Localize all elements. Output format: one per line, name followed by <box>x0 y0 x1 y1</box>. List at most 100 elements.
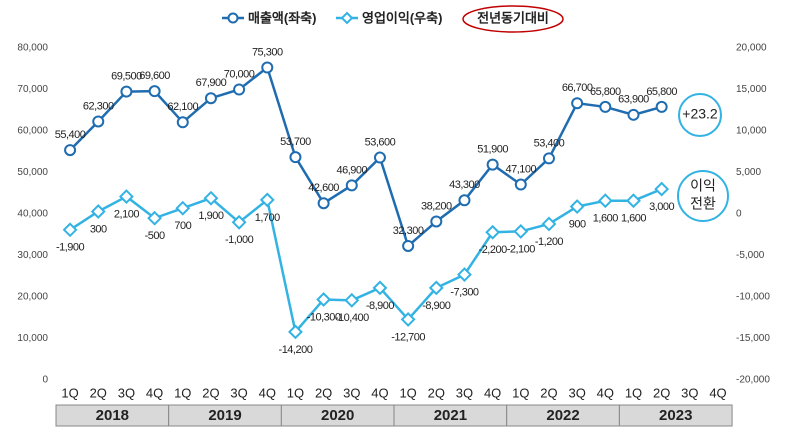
data-label: -500 <box>145 230 165 242</box>
point-marker <box>541 216 557 232</box>
series-line <box>69 65 662 249</box>
legend-note-outline <box>462 5 564 33</box>
point-marker <box>119 189 134 204</box>
point-marker <box>597 193 613 209</box>
y2-tick-label: -20,000 <box>736 375 770 386</box>
y-tick-label: 70,000 <box>17 84 48 95</box>
data-label: -14,200 <box>279 344 313 356</box>
data-label: -2,200 <box>479 244 508 256</box>
y2-tick-label: -15,000 <box>736 333 770 344</box>
x-tick-label: 2Q <box>540 385 557 400</box>
data-label: 42,600 <box>308 182 339 194</box>
point-marker <box>231 214 247 230</box>
year-label: 2021 <box>434 407 467 424</box>
point-marker <box>120 85 133 98</box>
data-label: 2,100 <box>114 208 139 220</box>
point-marker <box>569 199 585 214</box>
data-label: -8,900 <box>366 300 395 312</box>
point-marker <box>175 200 191 216</box>
point-marker <box>62 222 78 238</box>
data-label: 51,900 <box>477 144 508 156</box>
x-tick-label: 3Q <box>118 385 135 400</box>
data-label: 65,800 <box>590 86 621 98</box>
data-label: 62,100 <box>167 101 198 113</box>
data-label: 70,000 <box>224 68 255 80</box>
year-label: 2018 <box>96 407 129 424</box>
y2-tick-label: 20,000 <box>736 43 767 54</box>
point-marker <box>92 115 105 128</box>
data-label: 69,600 <box>139 70 170 82</box>
data-label: -7,300 <box>450 286 479 298</box>
data-label: 32,300 <box>393 225 424 237</box>
point-marker <box>147 210 163 226</box>
y2-tick-label: 5,000 <box>736 167 761 178</box>
year-label: 2020 <box>321 407 354 424</box>
y-tick-label: 30,000 <box>17 250 48 261</box>
x-tick-label: 1Q <box>399 385 416 400</box>
point-marker <box>289 151 302 164</box>
data-label: 63,900 <box>618 94 649 106</box>
legend-label: 매출액(좌축) <box>248 10 316 25</box>
data-label: 53,600 <box>365 136 396 148</box>
data-label: 3,000 <box>649 201 674 213</box>
point-marker <box>203 190 219 206</box>
data-label: 300 <box>90 223 107 235</box>
y2-tick-label: -10,000 <box>736 292 770 303</box>
point-marker <box>571 97 584 110</box>
badge-text: 전환 <box>690 196 716 212</box>
badge-circle <box>677 170 729 222</box>
x-tick-label: 1Q <box>512 385 529 400</box>
point-marker <box>430 215 443 228</box>
badge-circle <box>678 93 722 137</box>
x-tick-label: 2Q <box>315 385 332 400</box>
year-label: 2019 <box>208 407 241 424</box>
data-label: 43,300 <box>449 179 480 191</box>
point-marker <box>402 239 415 252</box>
data-label: 75,300 <box>252 46 283 58</box>
x-tick-label: 4Q <box>597 385 614 400</box>
point-marker <box>485 224 501 240</box>
point-marker <box>458 194 471 207</box>
x-tick-label: 2Q <box>90 385 107 400</box>
x-tick-label: 1Q <box>174 385 191 400</box>
point-marker <box>627 108 640 121</box>
legend-marker <box>227 12 239 24</box>
point-marker <box>64 144 77 157</box>
legend-note: 전년동기대비 <box>477 10 549 25</box>
point-marker <box>233 83 246 96</box>
point-marker <box>457 267 472 283</box>
x-tick-label: 1Q <box>625 385 642 400</box>
point-marker <box>654 181 670 197</box>
y2-tick-label: -5,000 <box>736 250 765 261</box>
data-label: 66,700 <box>562 82 593 94</box>
point-marker <box>176 116 189 129</box>
point-marker <box>204 92 217 105</box>
data-label: 700 <box>174 220 191 232</box>
point-marker <box>316 292 332 307</box>
data-label: 1,600 <box>593 213 618 225</box>
y-tick-label: 40,000 <box>17 209 48 220</box>
data-label: 67,900 <box>196 77 227 89</box>
x-tick-label: 4Q <box>484 385 501 400</box>
data-label: 69,500 <box>111 70 142 82</box>
year-cell <box>618 404 733 427</box>
series-line <box>69 187 663 335</box>
point-marker <box>373 151 386 164</box>
badge-text: 이익 <box>690 178 716 194</box>
data-label: 1,700 <box>255 212 280 224</box>
year-label: 2022 <box>546 407 579 424</box>
point-marker <box>626 193 641 209</box>
x-tick-label: 3Q <box>456 385 473 400</box>
point-marker <box>372 280 388 296</box>
data-label: 1,600 <box>621 213 646 225</box>
x-tick-label: 3Q <box>230 385 247 400</box>
point-marker <box>317 197 330 210</box>
x-tick-label: 2Q <box>653 385 670 400</box>
data-label: 900 <box>569 218 586 230</box>
x-tick-label: 3Q <box>343 385 360 400</box>
data-label: 62,300 <box>83 100 114 112</box>
data-label: -1,200 <box>535 236 564 248</box>
y-tick-label: 80,000 <box>17 43 48 54</box>
point-marker <box>542 152 555 165</box>
